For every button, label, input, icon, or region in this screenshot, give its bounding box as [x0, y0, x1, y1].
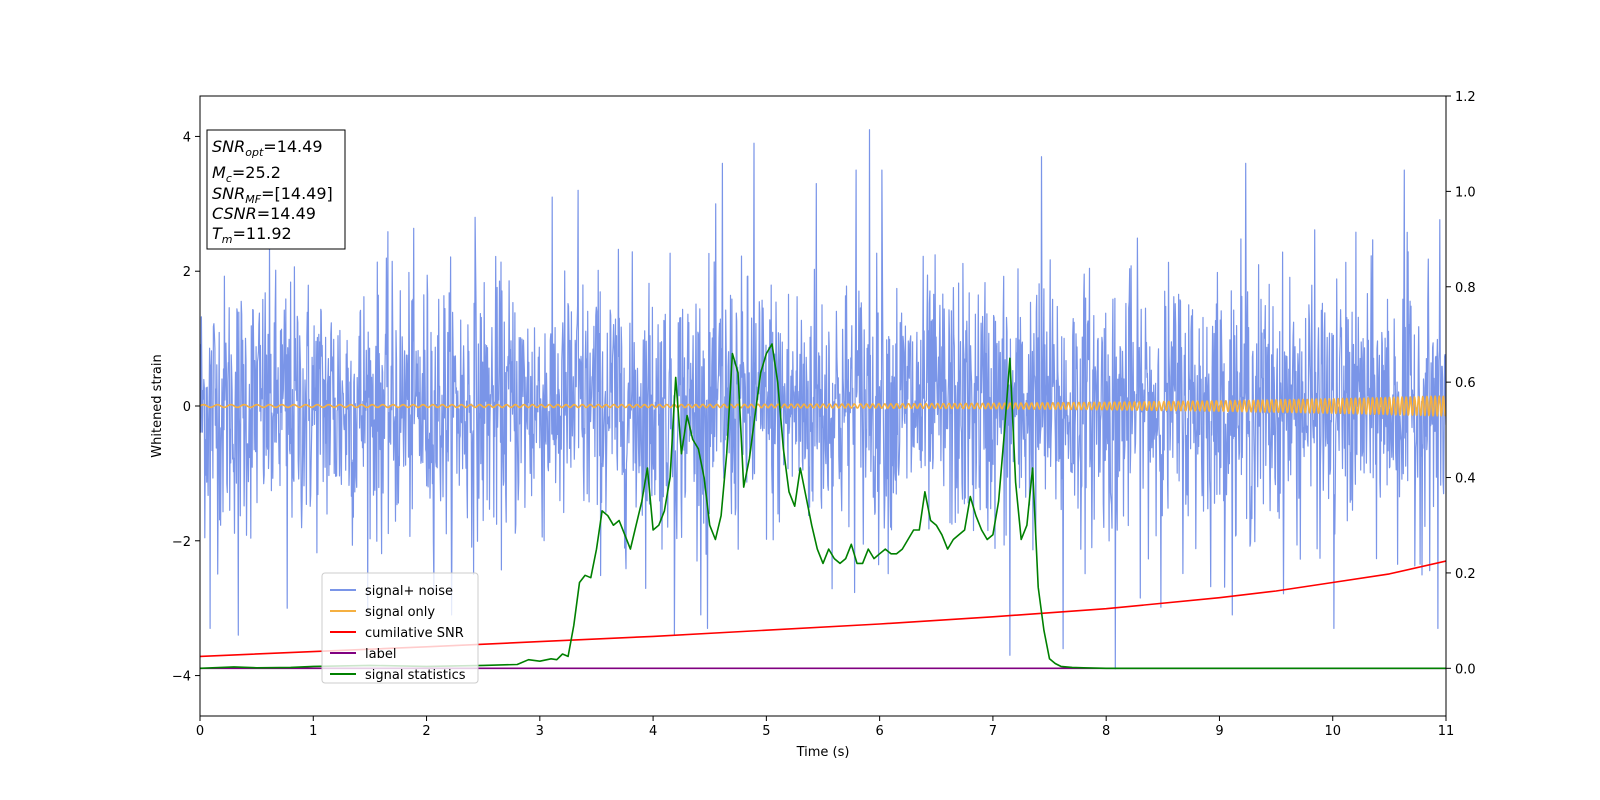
legend-item-label: label	[330, 647, 396, 662]
legend-item-signal-only: signal only	[330, 605, 435, 620]
legend-label: label	[365, 647, 396, 662]
x-tick-label: 1	[309, 724, 317, 739]
x-axis-title: Time (s)	[796, 745, 850, 760]
y-axis-title: Whitened strain	[150, 354, 165, 457]
y2-tick-label: 0.4	[1455, 472, 1476, 487]
y2-tick-label: 1.0	[1455, 185, 1476, 200]
x-tick-label: 10	[1324, 724, 1341, 739]
x-tick-label: 2	[422, 724, 430, 739]
y-tick-label: 2	[183, 265, 191, 280]
series-signal-only	[200, 395, 1446, 417]
y-tick-label: −2	[172, 535, 191, 550]
legend-item-cumilative-snr: cumilative SNR	[330, 626, 464, 641]
legend-item-signal-statistics: signal statistics	[330, 668, 466, 683]
y-tick-label: 4	[183, 130, 191, 145]
y-tick-label: −4	[172, 670, 191, 685]
x-tick-label: 0	[196, 724, 204, 739]
y-axis-left: −4 −2 0 2 4	[172, 130, 200, 685]
x-tick-label: 7	[989, 724, 997, 739]
x-tick-label: 5	[762, 724, 770, 739]
x-tick-label: 11	[1438, 724, 1455, 739]
y2-tick-label: 0.8	[1455, 281, 1476, 296]
legend-label: signal+ noise	[365, 584, 453, 599]
y-axis-right: 0.0 0.2 0.4 0.6 0.8 1.0 1.2	[1446, 90, 1476, 677]
annotation-snr-opt: SNRopt=14.49	[212, 137, 323, 159]
y2-tick-label: 1.2	[1455, 90, 1476, 105]
annotation-mc: Mc=25.2	[212, 163, 281, 185]
y2-tick-label: 0.2	[1455, 567, 1476, 582]
series-signal-statistics	[200, 343, 1446, 670]
legend-label: signal statistics	[365, 668, 466, 683]
x-tick-label: 8	[1102, 724, 1110, 739]
y2-tick-label: 0.0	[1455, 662, 1476, 677]
x-axis: 0 1 2 3 4 5 6 7 8 9 10 11	[196, 716, 1454, 739]
y-tick-label: 0	[183, 400, 191, 415]
x-tick-label: 9	[1215, 724, 1223, 739]
series-signal-noise	[200, 129, 1446, 670]
legend: signal+ noise signal only cumilative SNR la…	[321, 572, 479, 684]
y2-tick-label: 0.6	[1455, 376, 1476, 391]
legend-frame	[321, 572, 479, 684]
annotation-tm: Tm=11.92	[212, 224, 292, 246]
annotation-csnr: CSNR=14.49	[212, 204, 316, 223]
annotation-box: SNRopt=14.49 Mc=25.2 SNRMF=[14.49] CSNR=…	[206, 129, 346, 250]
annotation-snr-mf: SNRMF=[14.49]	[212, 184, 333, 206]
annotation-frame	[206, 129, 346, 250]
legend-label: cumilative SNR	[365, 626, 464, 641]
x-tick-label: 3	[536, 724, 544, 739]
x-tick-label: 4	[649, 724, 657, 739]
legend-item-signal-noise: signal+ noise	[330, 584, 453, 599]
legend-label: signal only	[365, 605, 435, 620]
x-tick-label: 6	[875, 724, 883, 739]
